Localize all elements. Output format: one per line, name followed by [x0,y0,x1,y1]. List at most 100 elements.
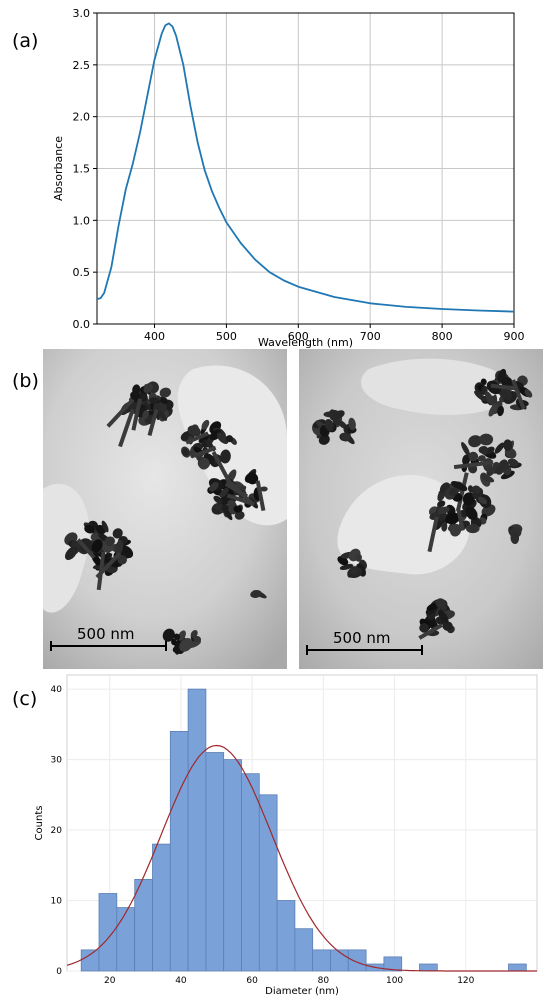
y-tick-label: 2.0 [73,111,91,124]
nanorod [490,383,518,391]
nanoparticle [341,431,351,442]
nanoparticle [198,457,210,470]
nanoparticle [477,455,486,462]
nanoparticle [426,602,439,611]
nanoparticle [445,512,460,525]
histogram-bar [347,949,367,972]
nanorod [147,408,159,437]
nanoparticle [468,451,479,462]
tem-images: 500 nm 500 nm [43,349,543,669]
panel-label-a: (a) [12,30,39,52]
nanoparticle [462,492,475,506]
nanoparticle [222,507,233,521]
nanorod [185,431,209,445]
nanoparticle [120,545,134,559]
nanoparticle [495,466,504,475]
nanoparticle [216,432,229,444]
nanoparticle [132,384,141,396]
tem-image-right: 500 nm [299,349,543,669]
histogram-bar [223,759,242,972]
nanoparticle [117,555,127,565]
nanoparticle [190,630,198,638]
y-tick-label: 0.5 [73,266,91,279]
nanoparticle [159,387,172,398]
x-tick-label: 40 [175,976,187,986]
nanoparticle [104,536,116,546]
nanoparticle [84,524,95,534]
nanoparticle [465,506,478,521]
nanoparticle [441,521,448,532]
y-tick-label: 10 [51,897,63,907]
nanoparticle [348,417,356,431]
panel-label-b: (b) [12,370,39,392]
nanoparticle [198,433,211,444]
nanoparticle [437,500,446,508]
nanoparticle [510,531,520,545]
nanoparticle [494,442,505,454]
normal-fit-curve [66,744,537,972]
nanoparticle [503,439,513,451]
histogram-bar [508,963,527,972]
x-tick-label: 80 [318,976,330,986]
nanoparticle [448,488,458,496]
nanoparticle [355,554,362,562]
nanorod [456,508,465,531]
nanoparticle [474,390,487,402]
nanoparticle-cluster [311,368,533,640]
nanoparticle [179,638,193,652]
size-histogram: 20 40 60 80 100 120 0 10 20 30 40 Diameter (nm) Coun… [34,674,538,997]
histogram-bar [80,949,100,972]
x-tick-label: 600 [288,330,309,343]
nanoparticle [472,485,481,494]
histogram-bar [187,688,207,972]
nanoparticle [468,523,478,533]
support-film-region [337,475,470,575]
tem-image-left: 500 nm [43,349,287,669]
x-tick-label: 20 [104,976,116,986]
nanoparticle [250,590,262,598]
y-tick-label: 3.0 [73,7,91,20]
scale-bar: 500 nm [306,629,423,655]
nanoparticle [173,633,181,641]
nanoparticle [233,505,242,513]
nanorod [76,538,96,559]
histogram-bar [383,956,403,972]
nanoparticle [187,425,201,437]
nanoparticle [182,448,189,456]
nanorod [255,480,266,512]
nanoparticle-cluster [64,381,268,655]
nanorod [193,445,217,458]
nanoparticle [461,442,470,456]
nanoparticle [449,523,462,537]
scale-bar-label: 500 nm [333,629,391,647]
nanoparticle [438,609,449,624]
x-tick-label: 500 [216,330,237,343]
nanoparticle [468,435,482,448]
histogram-bar [169,731,189,972]
nanoparticle [480,474,495,483]
nanoparticle [220,449,231,464]
nanoparticle [488,403,498,417]
nanoparticle [451,480,466,490]
absorbance-curve [96,22,515,313]
nanorod [427,516,439,553]
histogram-bar [152,843,171,972]
y-tick-label: 0.0 [73,318,91,331]
nanoparticle [324,418,334,432]
y-axis-label: Absorbance [52,136,65,201]
nanoparticle [318,434,330,445]
x-tick-label: 400 [144,330,165,343]
histogram-bar [294,928,314,972]
nanoparticle [143,383,153,394]
scale-bar-label: 500 nm [77,625,135,643]
histogram-bar [330,949,349,972]
y-tick-label: 20 [51,826,63,836]
nanoparticle [193,635,202,643]
nanoparticle [462,454,471,466]
nanoparticle [234,511,245,520]
nanoparticle [213,495,223,504]
nanoparticle [160,397,168,405]
nanoparticle [225,435,234,443]
nanoparticle [178,630,186,641]
histogram-bar [312,949,331,972]
